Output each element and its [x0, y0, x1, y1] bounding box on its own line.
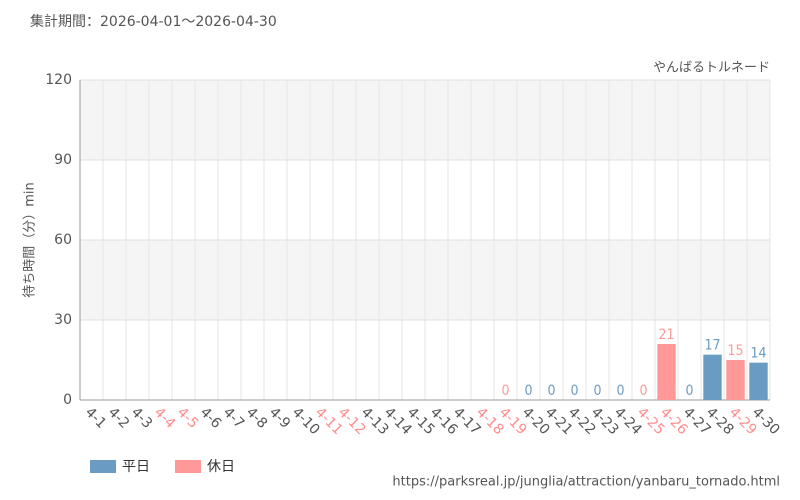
x-tick-label: 4-4	[151, 404, 179, 432]
value-label: 21	[658, 327, 674, 343]
value-label: 0	[547, 383, 555, 399]
y-tick-label: 60	[54, 232, 72, 248]
value-label: 15	[727, 343, 743, 359]
y-tick-label: 120	[45, 72, 72, 88]
value-label: 0	[639, 383, 647, 399]
value-label: 0	[501, 383, 509, 399]
y-axis-label: 待ち時間（分）min	[23, 182, 38, 298]
y-tick-label: 30	[54, 312, 72, 328]
x-tick-label: 4-5	[174, 404, 201, 431]
bar	[703, 354, 722, 400]
source-url: https://parksreal.jp/junglia/attraction/…	[392, 475, 780, 490]
value-label: 0	[685, 383, 693, 399]
x-tick-label: 4-6	[197, 404, 225, 432]
x-tick-label: 4-8	[243, 404, 270, 431]
y-tick-label: 0	[63, 392, 72, 408]
x-tick-label: 4-9	[266, 404, 293, 431]
x-tick-label: 4-3	[128, 404, 155, 431]
value-label: 0	[593, 383, 601, 399]
x-tick-label: 4-7	[220, 404, 247, 431]
value-label: 14	[750, 346, 766, 362]
legend-swatch	[90, 460, 116, 473]
legend-label: 平日	[122, 459, 150, 475]
legend-label: 休日	[207, 459, 235, 475]
x-tick-label: 4-1	[82, 404, 109, 431]
legend-swatch	[175, 460, 201, 473]
bar	[749, 362, 768, 400]
chart-subtitle: やんばるトルネード	[653, 61, 770, 76]
chart-title: 集計期間：2026-04-01～2026-04-30	[30, 13, 277, 30]
bar	[726, 360, 745, 400]
value-label: 0	[570, 383, 578, 399]
x-tick-label: 4-2	[105, 404, 132, 431]
y-tick-label: 90	[54, 152, 72, 168]
value-label: 0	[524, 383, 532, 399]
bar	[657, 344, 676, 400]
value-label: 17	[704, 338, 720, 354]
value-label: 0	[616, 383, 624, 399]
